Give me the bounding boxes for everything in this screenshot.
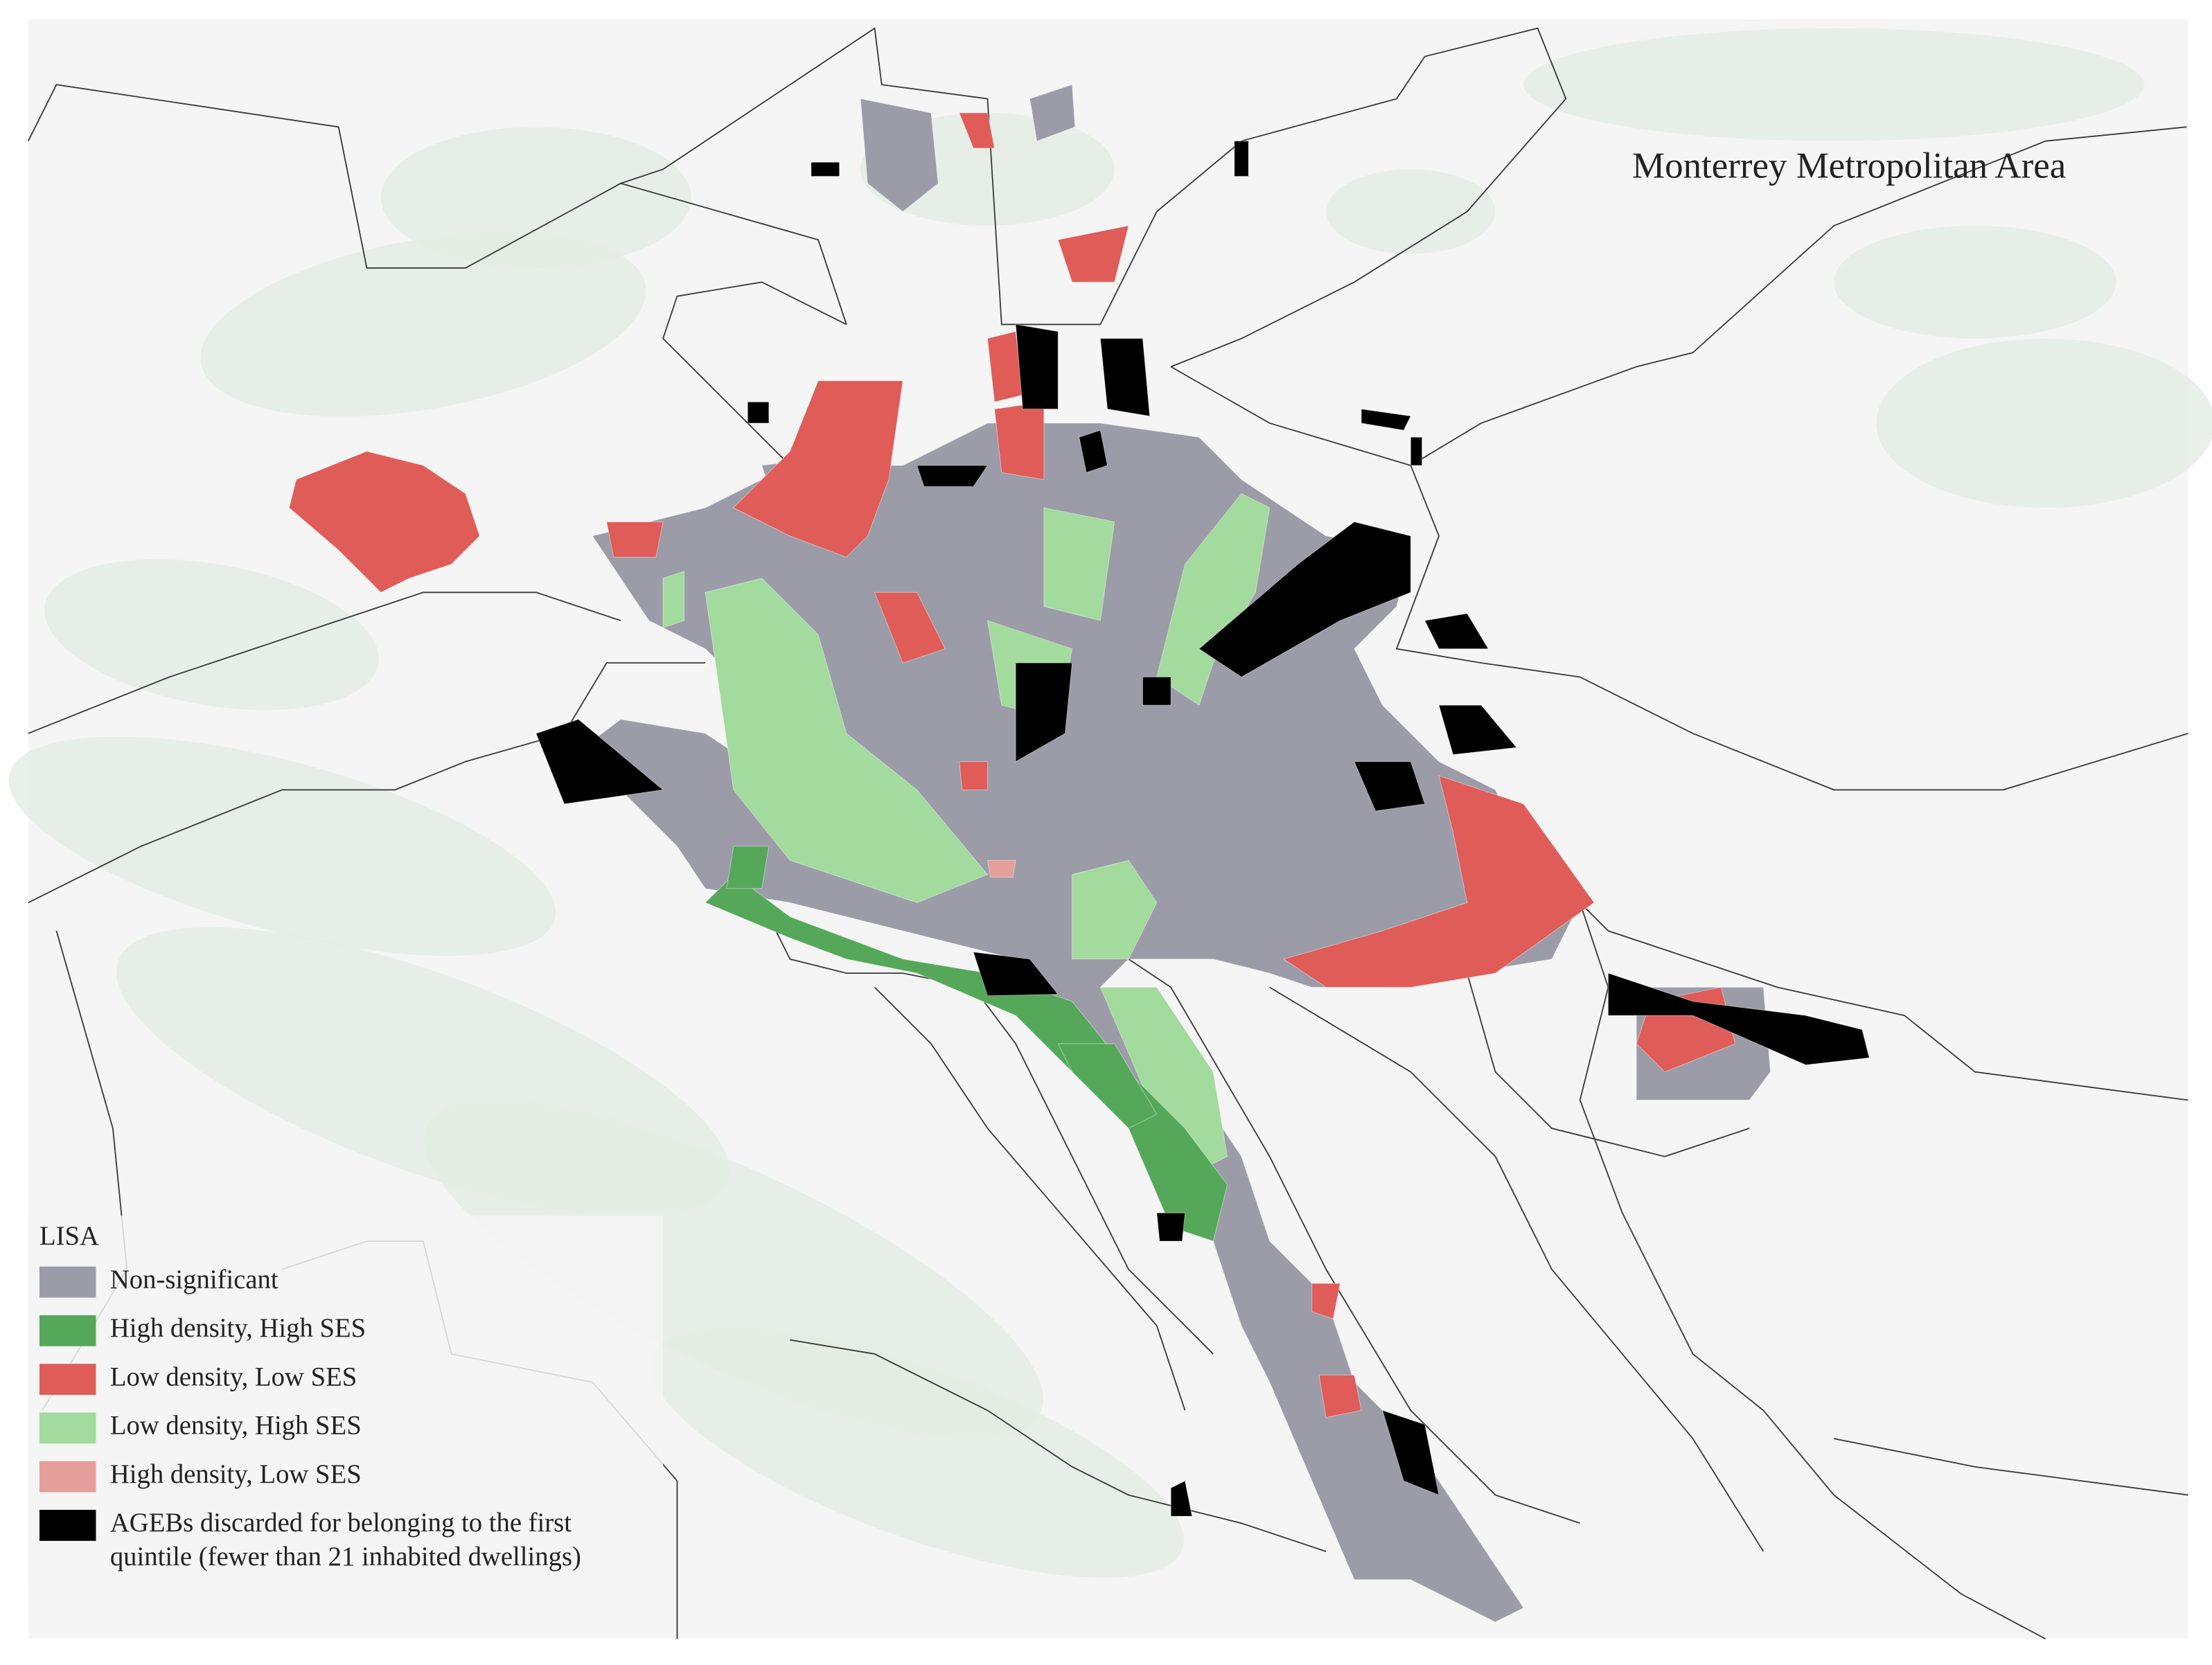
ageb-zone: [1198, 522, 1411, 677]
boundary-line: [1580, 902, 2188, 1101]
boundary-line: [620, 27, 1101, 326]
boundary-line: [1269, 986, 1764, 1552]
ageb-zone: [1424, 613, 1489, 650]
legend-label: quintile (fewer than 21 inhabited dwelli…: [110, 1542, 581, 1571]
ageb-zone: [1043, 507, 1115, 621]
legend-background: [28, 1216, 664, 1585]
ageb-zone: [705, 874, 1228, 1242]
ageb-zone: [1156, 1212, 1185, 1242]
ageb-zone: [986, 860, 1016, 878]
ageb-zone: [1311, 1283, 1341, 1319]
legend-swatch: [39, 1266, 96, 1298]
hill: [1834, 225, 2116, 339]
ageb-zone: [1057, 1043, 1158, 1129]
ageb-zone: [1318, 1375, 1362, 1418]
ageb-zone: [705, 578, 989, 903]
ageb-zone: [1015, 323, 1059, 409]
ageb-zone: [1234, 141, 1249, 177]
hill: [1523, 28, 2145, 141]
legend-swatch: [39, 1461, 96, 1493]
ageb-zone: [1015, 662, 1073, 763]
ageb-zone: [1079, 429, 1108, 473]
boundary-line: [1834, 1438, 2188, 1496]
terrain: [8, 28, 2212, 1578]
ageb-zone: [1361, 409, 1411, 431]
hill: [8, 736, 556, 956]
ageb-zone: [811, 161, 840, 177]
legend-label: High density, Low SES: [110, 1460, 362, 1489]
ageb-zone: [874, 591, 946, 664]
ageb-zones: [288, 84, 1870, 1623]
hill: [1326, 169, 1496, 254]
boundary-line: [1466, 972, 1750, 1157]
boundary-line: [1170, 126, 2187, 467]
ageb-zone: [1029, 84, 1076, 142]
ageb-zone: [536, 719, 664, 805]
hill: [423, 1101, 1043, 1439]
boundary-line: [1395, 465, 2188, 791]
ageb-zone: [1410, 436, 1423, 466]
legend-swatch: [39, 1509, 96, 1541]
boundary-line: [28, 591, 621, 734]
hill: [380, 127, 691, 268]
hill: [200, 232, 646, 417]
ageb-zone: [1170, 1480, 1193, 1517]
boundary-line: [1579, 902, 2046, 1640]
ageb-zone: [917, 465, 989, 487]
legend-swatch: [39, 1364, 96, 1395]
boundary-line: [662, 281, 847, 466]
legend-title: LISA: [39, 1222, 99, 1251]
ageb-zone: [662, 571, 685, 628]
ageb-zone: [1283, 775, 1595, 988]
ageb-zone: [860, 98, 939, 213]
ageb-zone: [959, 112, 996, 149]
ageb-zone: [606, 522, 664, 558]
hill: [44, 559, 379, 711]
legend: LISA Non-significant High density, High S…: [28, 1216, 664, 1585]
map-title: Monterrey Metropolitan Area: [1632, 146, 2066, 186]
ageb-zone: [1354, 761, 1426, 812]
ageb-zone: [1438, 704, 1517, 755]
ageb-zone: [1099, 338, 1151, 417]
hill: [650, 1327, 1184, 1578]
ageb-zone: [959, 761, 988, 790]
boundary-line: [874, 986, 1186, 1411]
ageb-zone: [726, 846, 770, 889]
ageb-zone: [973, 952, 1059, 997]
ageb-zone: [747, 401, 770, 424]
boundary-line: [1099, 27, 1567, 368]
legend-swatch: [39, 1412, 96, 1444]
boundary-line: [1128, 959, 1581, 1524]
legend-label: Non-significant: [110, 1265, 278, 1294]
hill: [1876, 338, 2212, 508]
boundary-line: [27, 84, 847, 325]
ageb-zone: [1072, 860, 1158, 960]
ageb-zone: [1608, 972, 1870, 1065]
legend-label: High density, High SES: [110, 1314, 366, 1343]
ageb-zone: [1057, 225, 1129, 283]
legend-label: Low density, Low SES: [110, 1362, 357, 1391]
legend-label: AGEBs discarded for belonging to the fir…: [110, 1508, 572, 1538]
ageb-zone: [994, 401, 1045, 480]
ageb-zone: [733, 380, 903, 558]
boundary-line: [790, 1339, 1327, 1552]
legend-label: Low density, High SES: [110, 1412, 362, 1441]
legend-swatch: [39, 1315, 96, 1346]
boundary-line: [28, 662, 706, 904]
ageb-zone: [1142, 677, 1171, 706]
ageb-zone: [1382, 1409, 1440, 1496]
ageb-zone: [288, 451, 480, 593]
